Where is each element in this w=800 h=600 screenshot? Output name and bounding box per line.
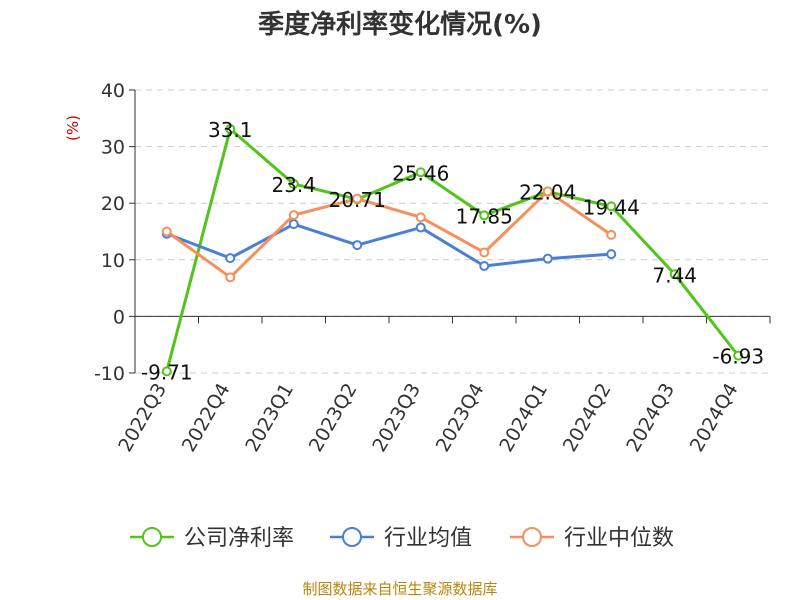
legend-item: 公司净利率 (130, 526, 294, 551)
y-tick-label: 20 (101, 193, 125, 215)
y-tick-label: 30 (101, 137, 125, 159)
x-tick-label: 2022Q3 (114, 380, 171, 456)
data-label: 20.71 (329, 188, 386, 212)
x-tick-label: 2022Q4 (178, 380, 235, 456)
data-label: 25.46 (392, 161, 449, 185)
data-point (288, 178, 299, 189)
legend-label: 行业均值 (384, 526, 472, 551)
chart-title: 季度净利率变化情况(%) (258, 10, 542, 40)
data-point (161, 226, 172, 237)
data-label: 23.4 (271, 173, 316, 197)
data-point (479, 247, 490, 258)
data-point (415, 222, 426, 233)
data-source-note: 制图数据来自恒生聚源数据库 (302, 580, 498, 598)
data-point (225, 272, 236, 283)
y-tick-label: 40 (101, 80, 125, 102)
data-point (415, 167, 426, 178)
data-point (479, 210, 490, 221)
data-point (225, 124, 236, 135)
x-tick-label: 2023Q4 (432, 380, 489, 456)
data-label: 19.44 (583, 195, 640, 219)
data-point (352, 240, 363, 251)
x-tick-label: 2024Q2 (559, 380, 616, 456)
data-point (479, 261, 490, 272)
legend-swatch-marker (522, 527, 542, 547)
legend-item: 行业中位数 (510, 526, 674, 551)
data-label: 17.85 (456, 204, 513, 228)
y-tick-label: 10 (101, 250, 125, 272)
data-point (606, 201, 617, 212)
x-tick-label: 2023Q2 (305, 380, 362, 456)
legend-swatch-marker (342, 527, 362, 547)
series-line (165, 189, 613, 279)
data-point (733, 350, 744, 361)
legend-label: 公司净利率 (184, 526, 294, 551)
legend-swatch-marker (142, 527, 162, 547)
data-point (542, 253, 553, 264)
data-label: 33.1 (208, 118, 253, 142)
y-axis-label: (%) (64, 115, 82, 141)
x-tick-label: 2024Q4 (686, 380, 743, 456)
x-tick-label: 2024Q3 (622, 380, 679, 456)
data-point (606, 229, 617, 240)
data-label: -9.71 (141, 360, 193, 384)
data-point (606, 249, 617, 260)
legend-item: 行业均值 (330, 526, 472, 551)
x-tick-label: 2024Q1 (495, 380, 552, 456)
legend: 公司净利率 行业均值 行业中位数 (130, 526, 674, 551)
data-point (542, 186, 553, 197)
y-tick-label: -10 (94, 363, 125, 385)
data-label: 22.04 (519, 181, 576, 205)
data-point (288, 210, 299, 221)
data-point (288, 219, 299, 230)
x-tick-label: 2023Q3 (368, 380, 425, 456)
data-point (415, 212, 426, 223)
x-tick-label: 2023Q1 (241, 380, 298, 456)
data-point (352, 193, 363, 204)
data-label: 7.44 (652, 263, 697, 287)
data-point (161, 366, 172, 377)
data-point (669, 269, 680, 280)
series-line (166, 222, 612, 268)
series-lines (161, 124, 744, 377)
legend-label: 行业中位数 (564, 526, 674, 551)
y-tick-label: 0 (113, 306, 125, 328)
data-label: -6.93 (712, 345, 764, 369)
series-line (165, 127, 740, 372)
data-point (225, 253, 236, 264)
